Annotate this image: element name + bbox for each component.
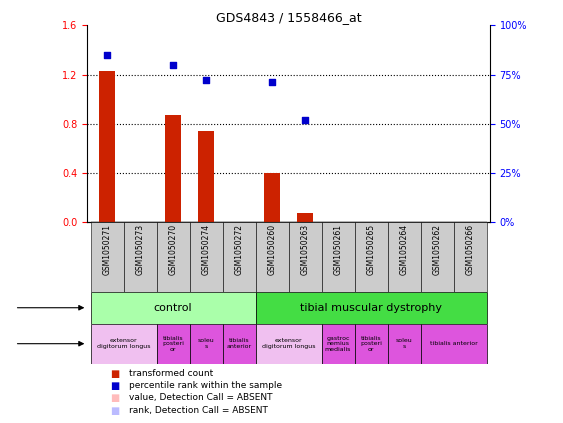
Text: GSM1050260: GSM1050260 (267, 224, 276, 275)
Bar (123, 222, 157, 292)
Text: gastroc
nemius
medialis: gastroc nemius medialis (325, 336, 351, 352)
Bar (157, 324, 190, 364)
Text: GSM1050262: GSM1050262 (432, 224, 441, 275)
Bar (91, 292, 256, 324)
Point (267, 79, 276, 86)
Text: tibialis
posteri
or: tibialis posteri or (162, 336, 184, 352)
Bar (190, 222, 222, 292)
Bar (198, 131, 215, 222)
Point (102, 52, 111, 58)
Text: control: control (154, 303, 193, 313)
Bar (99, 71, 115, 222)
Text: GSM1050261: GSM1050261 (333, 224, 342, 275)
Bar (387, 324, 421, 364)
Bar (165, 115, 181, 222)
Bar (256, 292, 486, 324)
Text: soleu
s: soleu s (198, 338, 215, 349)
Bar (264, 173, 280, 222)
Point (202, 77, 211, 84)
Bar (421, 324, 486, 364)
Title: GDS4843 / 1558466_at: GDS4843 / 1558466_at (216, 11, 361, 24)
Text: tibialis
posteri
or: tibialis posteri or (360, 336, 382, 352)
Text: transformed count: transformed count (129, 369, 214, 378)
Bar (321, 324, 355, 364)
Text: tibialis
anterior: tibialis anterior (226, 338, 252, 349)
Text: GSM1050272: GSM1050272 (235, 224, 244, 275)
Text: ■: ■ (110, 369, 119, 379)
Bar (256, 222, 289, 292)
Text: GSM1050263: GSM1050263 (301, 224, 310, 275)
Text: ■: ■ (110, 381, 119, 391)
Bar (297, 214, 313, 222)
Bar (355, 324, 387, 364)
Bar (355, 222, 387, 292)
Bar (256, 324, 321, 364)
Text: GSM1050273: GSM1050273 (136, 224, 145, 275)
Bar (289, 222, 321, 292)
Text: ■: ■ (110, 393, 119, 403)
Bar (91, 222, 123, 292)
Bar (454, 222, 486, 292)
Text: GSM1050266: GSM1050266 (466, 224, 475, 275)
Text: tibial muscular dystrophy: tibial muscular dystrophy (300, 303, 442, 313)
Text: GSM1050270: GSM1050270 (168, 224, 177, 275)
Bar (157, 222, 190, 292)
Bar (222, 324, 256, 364)
Text: GSM1050271: GSM1050271 (102, 224, 111, 275)
Text: value, Detection Call = ABSENT: value, Detection Call = ABSENT (129, 393, 273, 402)
Bar (387, 222, 421, 292)
Text: GSM1050265: GSM1050265 (367, 224, 376, 275)
Text: extensor
digitorum longus: extensor digitorum longus (262, 338, 315, 349)
Point (301, 116, 310, 123)
Bar (321, 222, 355, 292)
Text: GSM1050274: GSM1050274 (202, 224, 211, 275)
Text: extensor
digitorum longus: extensor digitorum longus (97, 338, 150, 349)
Bar (421, 222, 454, 292)
Bar (190, 324, 222, 364)
Text: soleu
s: soleu s (396, 338, 412, 349)
Text: percentile rank within the sample: percentile rank within the sample (129, 381, 283, 390)
Bar (91, 324, 157, 364)
Text: GSM1050264: GSM1050264 (400, 224, 409, 275)
Bar (222, 222, 256, 292)
Text: ■: ■ (110, 406, 119, 415)
Point (168, 61, 177, 68)
Text: tibialis anterior: tibialis anterior (430, 341, 477, 346)
Text: rank, Detection Call = ABSENT: rank, Detection Call = ABSENT (129, 406, 269, 415)
